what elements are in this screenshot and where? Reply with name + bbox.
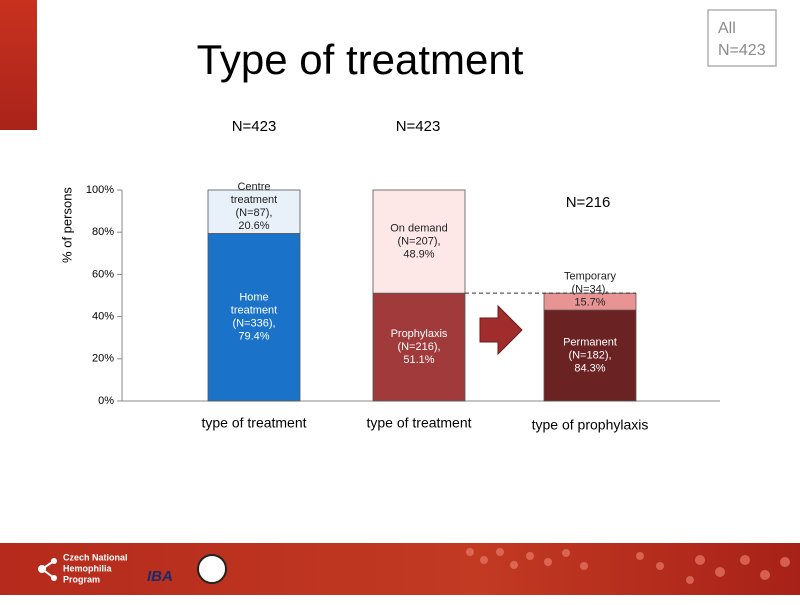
bar-segment <box>543 292 637 311</box>
segment-label: (N=182), <box>568 349 611 361</box>
arrow <box>479 304 523 356</box>
y-axis-label: % of persons <box>59 187 74 263</box>
bar-segment <box>207 233 301 402</box>
segment-label: 15.7% <box>574 296 605 308</box>
segment-label: (N=34), <box>572 283 609 295</box>
segment-label: 48.9% <box>403 248 434 260</box>
segment-label: Prophylaxis <box>391 328 448 340</box>
y-tick-label: 100% <box>86 184 114 196</box>
y-tick-label: 20% <box>92 353 114 365</box>
chart: 0%20%40%60%80%100%Hometreatment(N=336),7… <box>86 118 720 433</box>
footer-program: Czech National <box>63 552 128 562</box>
x-tick-label: type of prophylaxis <box>532 417 649 433</box>
bar-segment <box>543 309 637 402</box>
segment-label: Temporary <box>564 270 616 282</box>
segment-label: Home <box>239 292 268 304</box>
footer-logo: IBA <box>147 568 173 585</box>
n-label: N=216 <box>566 194 611 211</box>
x-tick-label: type of treatment <box>201 415 306 431</box>
segment-label: (N=336), <box>232 318 275 330</box>
segment-label: treatment <box>231 194 277 206</box>
segment-label: treatment <box>231 305 277 317</box>
n-label: N=423 <box>232 118 277 135</box>
corner-band <box>0 0 37 130</box>
segment-label: (N=216), <box>397 341 440 353</box>
segment-label: Centre <box>237 181 270 193</box>
y-tick-label: 80% <box>92 226 114 238</box>
segment-label: (N=87), <box>236 207 273 219</box>
university-seal <box>197 554 227 584</box>
bar-segment <box>372 189 466 294</box>
segment-label: On demand <box>390 222 447 234</box>
bar-segment <box>207 189 301 234</box>
badge-text: N=423 <box>718 42 766 59</box>
footer-program: Hemophilia <box>63 563 113 573</box>
program-logo <box>38 558 57 581</box>
y-tick-label: 40% <box>92 311 114 323</box>
badge-text: All <box>718 20 736 37</box>
footer-program: Program <box>63 574 100 584</box>
segment-label: 79.4% <box>238 331 269 343</box>
y-tick-label: 60% <box>92 268 114 280</box>
segment-label: 20.6% <box>238 220 269 232</box>
x-tick-label: type of treatment <box>366 415 471 431</box>
slide-title: Type of treatment <box>197 36 524 83</box>
segment-label: 51.1% <box>403 354 434 366</box>
footer-band <box>0 543 800 595</box>
y-tick-label: 0% <box>98 395 114 407</box>
footer-dots <box>466 548 790 584</box>
n-label: N=423 <box>396 118 441 135</box>
segment-label: (N=207), <box>397 235 440 247</box>
bar-segment <box>372 292 466 402</box>
badge-box <box>707 9 777 67</box>
bottom-strip <box>0 595 800 600</box>
segment-label: 84.3% <box>574 362 605 374</box>
segment-label: Permanent <box>563 336 617 348</box>
